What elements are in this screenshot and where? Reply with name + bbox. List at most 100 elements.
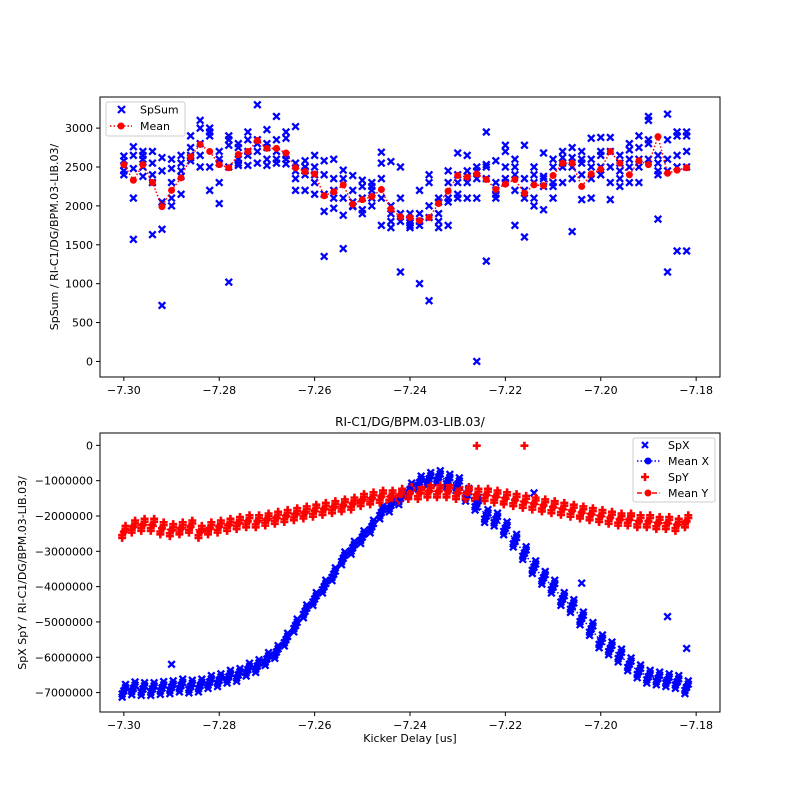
- mean-y-point: [549, 503, 557, 511]
- spsum-point: [205, 186, 214, 195]
- spx-point: [652, 680, 661, 689]
- mean-point: [454, 172, 462, 180]
- spsum-point: [386, 223, 396, 232]
- spx-point: [299, 613, 308, 622]
- spx-point: [366, 528, 375, 538]
- spsum-point: [243, 161, 252, 170]
- spx-point: [614, 657, 623, 666]
- spsum-point: [167, 193, 176, 203]
- spsum-point: [396, 162, 405, 172]
- spy-point: [674, 514, 683, 523]
- spy-point: [684, 511, 693, 520]
- spx-point: [251, 668, 260, 677]
- spsum-point: [348, 171, 357, 180]
- spsum-point: [568, 143, 577, 152]
- spsum-point: [339, 193, 348, 203]
- spsum-point: [339, 244, 348, 253]
- spsum-point: [262, 161, 272, 170]
- mean-point: [215, 161, 223, 169]
- spsum-point: [548, 162, 558, 172]
- spx-point: [359, 526, 369, 535]
- spx-point: [499, 530, 508, 539]
- spsum-point: [157, 225, 167, 234]
- spsum-point: [663, 135, 672, 144]
- mean-point: [606, 147, 614, 155]
- spsum-point: [529, 201, 539, 211]
- mean-x-point: [129, 684, 137, 692]
- spx-point: [175, 687, 184, 696]
- spx-point: [222, 678, 232, 688]
- spsum-point: [234, 143, 243, 152]
- mean-x-point: [654, 674, 662, 682]
- spsum-point: [482, 127, 491, 137]
- spx-point: [254, 655, 264, 664]
- mean-x-point: [511, 537, 519, 545]
- spsum-point: [653, 158, 663, 168]
- mean-point: [282, 149, 290, 157]
- spsum-point: [444, 221, 453, 230]
- mean-x-point: [148, 685, 156, 693]
- spx-point: [356, 539, 365, 548]
- spy-point: [340, 495, 349, 504]
- spsum-point: [329, 204, 338, 213]
- spx-point: [661, 682, 670, 691]
- spy-point: [569, 500, 578, 509]
- mean-x-point: [158, 684, 166, 692]
- spx-point: [585, 631, 594, 640]
- mean-x-point: [215, 676, 223, 684]
- mean-x-point: [330, 570, 338, 578]
- spsum-point: [157, 301, 167, 310]
- mean-x-point: [253, 662, 261, 670]
- spsum-point: [320, 170, 329, 179]
- spx-point: [682, 644, 691, 653]
- mean-x-point: [444, 477, 452, 485]
- spsum-point: [196, 151, 205, 160]
- spsum-point: [520, 141, 529, 150]
- spsum-point: [482, 160, 491, 169]
- top-y-tick-label: 1500: [65, 239, 93, 252]
- spy-point: [302, 502, 311, 511]
- spsum-point: [339, 165, 348, 175]
- mean-y-point: [377, 493, 385, 501]
- top-x-tick-label: −7.18: [679, 384, 713, 397]
- mean-point: [377, 186, 385, 194]
- mean-point: [473, 170, 481, 178]
- spy-point: [426, 481, 435, 490]
- spy-point: [245, 511, 254, 520]
- spy-point: [413, 495, 422, 504]
- mean-point: [301, 168, 309, 176]
- spsum-point: [615, 182, 624, 191]
- mean-y-point: [406, 489, 414, 497]
- mean-y-point: [635, 517, 643, 525]
- mean-y-point: [568, 507, 576, 515]
- spsum-point: [272, 135, 281, 144]
- spsum-point: [682, 147, 691, 156]
- spy-point: [318, 510, 327, 519]
- spy-point: [646, 511, 655, 520]
- spsum-point: [501, 162, 510, 172]
- spsum-point: [606, 178, 615, 187]
- spsum-point: [548, 155, 558, 164]
- spsum-point: [606, 162, 615, 172]
- spy-point: [652, 525, 661, 534]
- mean-y-point: [158, 524, 166, 532]
- spx-point: [680, 689, 690, 698]
- mean-y-point: [244, 517, 252, 525]
- mean-x-point: [339, 554, 347, 562]
- spsum-point: [262, 155, 272, 164]
- mean-point: [168, 186, 176, 194]
- spsum-point: [300, 156, 310, 165]
- spy-point: [369, 488, 378, 497]
- spsum-point: [424, 201, 434, 211]
- spx-point: [541, 567, 550, 576]
- mean-x-point: [196, 682, 204, 690]
- spy-point: [483, 484, 492, 493]
- spsum-point: [291, 174, 300, 183]
- spy-point: [585, 516, 594, 525]
- spsum-point: [253, 158, 262, 168]
- mean-x-point: [549, 583, 557, 591]
- mean-y-point: [263, 516, 271, 524]
- spy-point: [598, 505, 607, 514]
- spy-point: [404, 495, 413, 504]
- spx-point: [518, 555, 527, 564]
